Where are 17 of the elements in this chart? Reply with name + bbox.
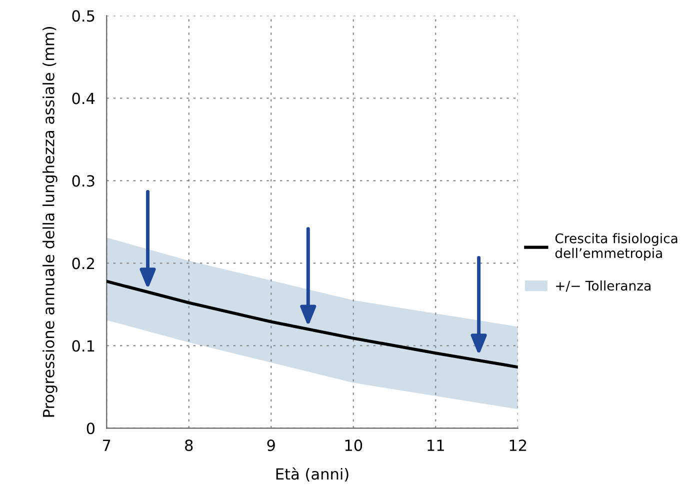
x-axis-title: Età (anni) xyxy=(276,467,348,482)
y-tick-label: 0.3 xyxy=(72,175,94,187)
y-tick-label: 0.4 xyxy=(72,92,95,104)
x-tick-label: 12 xyxy=(510,440,526,451)
y-axis-title: Progressione annuale della lunghezza assiale (mm) xyxy=(42,26,58,417)
legend-label: +/− Tolleranza xyxy=(556,280,650,292)
x-tick-label: 9 xyxy=(267,440,275,452)
x-tick-label: 11 xyxy=(428,440,444,451)
y-tick-label: 0.1 xyxy=(72,340,94,352)
y-tick-label: 0 xyxy=(86,422,95,434)
y-tick-label: 0.2 xyxy=(72,258,94,270)
x-tick-label: 7 xyxy=(103,440,110,451)
y-tick-label: 0.5 xyxy=(72,10,94,22)
legend-label: Crescita fisiologica dell’emmetropia xyxy=(555,233,678,261)
line-series xyxy=(106,280,518,369)
x-tick-label: 8 xyxy=(185,440,193,452)
x-tick-label: 10 xyxy=(345,440,362,452)
